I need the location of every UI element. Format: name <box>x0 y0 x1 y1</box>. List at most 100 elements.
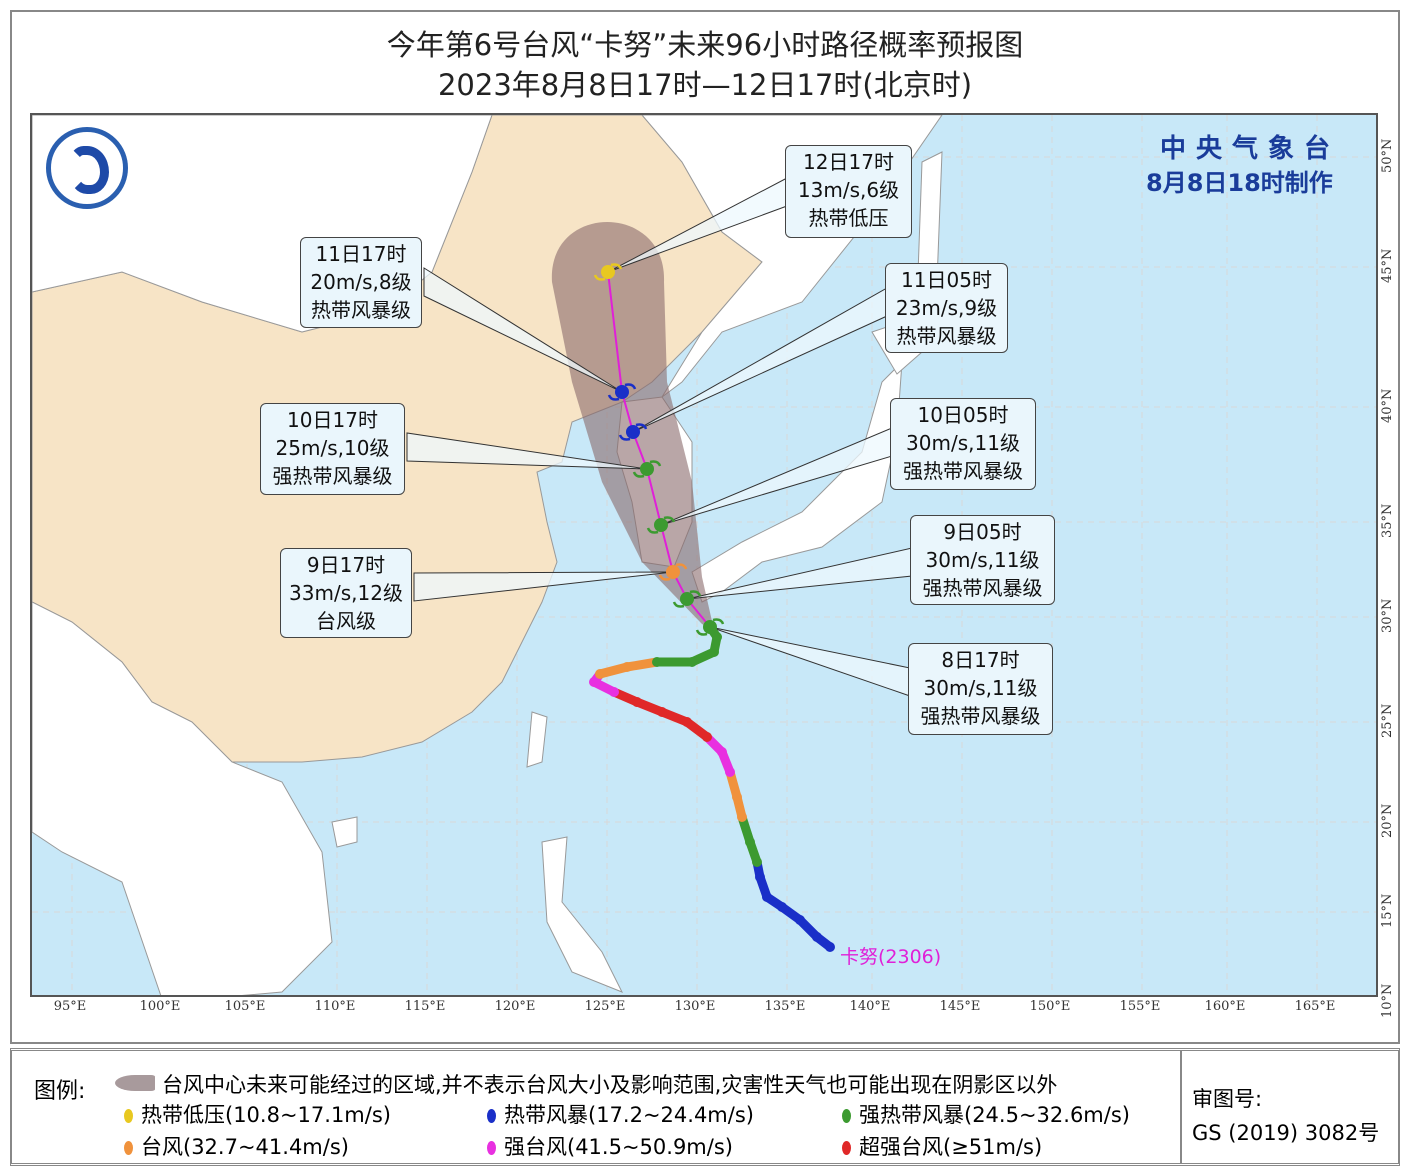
past-track-point <box>762 892 772 902</box>
typhoon-symbol-icon <box>842 1109 851 1123</box>
forecast-point-typhoon-icon <box>666 565 680 579</box>
typhoon-symbol-icon <box>842 1141 851 1155</box>
forecast-label-11d17: 11日17时 20m/s,8级 热带风暴级 <box>300 237 422 328</box>
typhoon-track <box>589 263 835 952</box>
label-time: 8日17时 <box>941 648 1020 672</box>
label-time: 11日17时 <box>315 242 407 266</box>
lat-tick-label: 25°N <box>1380 703 1395 738</box>
review-number: GS (2019) 3082号 <box>1192 1121 1380 1145</box>
lon-tick-label: 155°E <box>1119 999 1161 1014</box>
forecast-point-typhoon-icon <box>601 265 615 279</box>
typhoon-spiral-icon <box>658 563 688 581</box>
label-wind: 13m/s,6级 <box>797 178 900 202</box>
callout-wedge <box>406 432 648 470</box>
label-wind: 20m/s,8级 <box>310 270 412 294</box>
label-wind: 33m/s,12级 <box>289 581 403 605</box>
lat-tick-label: 20°N <box>1380 803 1395 838</box>
label-wind: 30m/s,11级 <box>925 548 1040 572</box>
legend-label: 热带风暴(17.2~24.4m/s) <box>504 1103 754 1127</box>
forecast-label-11d05: 11日05时 23m/s,9级 热带风暴级 <box>885 263 1008 353</box>
lon-tick-label: 145°E <box>939 999 981 1014</box>
past-track-point <box>825 942 835 952</box>
label-time: 10日17时 <box>287 408 378 432</box>
legend-item-super-typhoon: 超强台风(≥51m/s) <box>842 1131 1042 1161</box>
lat-tick-label: 45°N <box>1380 248 1395 283</box>
issue-time: 8月8日18时制作 <box>1146 169 1333 197</box>
map-title: 今年第6号台风“卡努”未来96小时路径概率预报图 <box>386 28 1024 62</box>
forecast-label-10d17: 10日17时 25m/s,10级 强热带风暴级 <box>260 403 405 495</box>
legend-label: 强台风(41.5~50.9m/s) <box>504 1135 733 1159</box>
label-time: 12日17时 <box>803 150 894 174</box>
philippines-land <box>541 836 624 993</box>
label-level: 台风级 <box>316 609 376 633</box>
legend-label: 强热带风暴(24.5~32.6m/s) <box>859 1103 1130 1127</box>
label-level: 热带风暴级 <box>896 324 997 348</box>
lat-tick-label: 30°N <box>1380 598 1395 633</box>
label-time: 11日05时 <box>901 268 992 292</box>
typhoon-symbol-icon <box>487 1141 496 1155</box>
forecast-label-9d17: 9日17时 33m/s,12级 台风级 <box>280 548 412 638</box>
lon-tick-label: 120°E <box>494 999 536 1014</box>
typhoon-spiral-icon <box>593 263 623 281</box>
lon-tick-label: 110°E <box>314 999 356 1014</box>
legend-item-strong-typhoon: 强台风(41.5~50.9m/s) <box>487 1131 733 1161</box>
review-number-label: 审图号: <box>1192 1087 1263 1111</box>
past-track-point <box>755 872 765 882</box>
forecast-point-typhoon-icon <box>615 385 629 399</box>
callout-wedge <box>423 267 623 393</box>
hainan-land <box>331 816 358 848</box>
typhoon-spiral-icon <box>632 460 662 478</box>
lon-tick-label: 95°E <box>53 999 87 1014</box>
label-time: 10日05时 <box>917 403 1009 427</box>
label-time: 9日17时 <box>306 553 386 577</box>
label-level: 强热带风暴级 <box>920 704 1041 728</box>
lon-tick-label: 150°E <box>1029 999 1071 1014</box>
cma-logo <box>46 127 128 209</box>
forecast-label-10d05: 10日05时 30m/s,11级 强热带风暴级 <box>890 398 1036 490</box>
past-track-point <box>737 812 747 822</box>
label-callouts <box>406 177 913 697</box>
indochina-land <box>32 601 333 995</box>
past-track-point <box>652 657 662 667</box>
past-track-point <box>795 915 805 925</box>
past-track-point <box>752 857 762 867</box>
legend-heading: 图例: <box>34 1079 86 1104</box>
past-track-point <box>657 707 667 717</box>
past-track-point <box>622 662 632 672</box>
label-level: 热带风暴级 <box>311 298 411 322</box>
typhoon-spiral-icon <box>607 383 637 401</box>
label-wind: 23m/s,9级 <box>895 296 998 320</box>
past-track-point <box>609 687 619 697</box>
storm-name-label: 卡努(2306) <box>840 946 942 968</box>
forecast-label-8d17: 8日17时 30m/s,11级 强热带风暴级 <box>908 643 1053 735</box>
legend-label: 热带低压(10.8~17.1m/s) <box>141 1103 391 1127</box>
past-track-point <box>702 732 712 742</box>
legend-divider <box>1180 1051 1182 1163</box>
typhoon-symbol-icon <box>487 1109 496 1123</box>
typhoon-symbol-icon <box>124 1109 133 1123</box>
map-canvas <box>32 115 1376 995</box>
cma-logo-swirl <box>69 146 109 194</box>
forecast-label-12d17: 12日17时 13m/s,6级 热带低压 <box>785 145 912 238</box>
legend-item-strong-tropical-storm: 强热带风暴(24.5~32.6m/s) <box>842 1099 1130 1129</box>
past-track-point <box>687 657 697 667</box>
past-track-point <box>709 647 719 657</box>
past-track-point <box>777 902 787 912</box>
label-level: 强热带风暴级 <box>922 576 1043 600</box>
legend-cone-description: 台风中心未来可能经过的区域,并不表示台风大小及影响范围,灾害性天气也可能出现在阴… <box>162 1073 1058 1097</box>
lat-tick-label: 50°N <box>1380 138 1395 173</box>
past-track-segment <box>622 657 662 672</box>
lat-tick-label: 40°N <box>1380 388 1395 423</box>
legend-item-typhoon: 台风(32.7~41.4m/s) <box>124 1131 349 1161</box>
label-wind: 30m/s,11级 <box>923 676 1038 700</box>
forecast-point-typhoon-icon <box>654 518 668 532</box>
label-level: 强热带风暴级 <box>272 464 393 488</box>
lon-tick-label: 165°E <box>1294 999 1336 1014</box>
forecast-point-typhoon-icon <box>680 592 694 606</box>
agency-name: 中央气象台 <box>1160 134 1341 164</box>
lat-tick-label: 15°N <box>1380 893 1395 928</box>
past-track-point <box>589 677 599 687</box>
past-track-point <box>595 669 605 679</box>
legend-item-tropical-depression: 热带低压(10.8~17.1m/s) <box>124 1099 391 1129</box>
past-track-point <box>712 632 722 642</box>
